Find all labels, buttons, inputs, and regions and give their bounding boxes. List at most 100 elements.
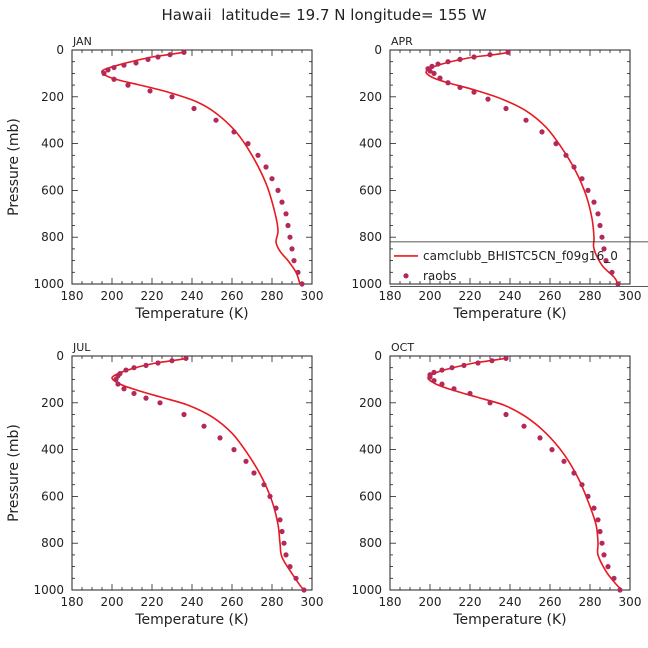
x-tick-label: 260 — [539, 595, 562, 609]
x-tick-label: 200 — [419, 595, 442, 609]
obs-point — [291, 258, 297, 264]
model-line — [101, 51, 301, 285]
obs-point — [113, 376, 119, 382]
x-tick-label: 180 — [379, 595, 402, 609]
obs-point — [427, 68, 433, 74]
model-line — [427, 357, 623, 591]
plot-frame — [389, 355, 631, 591]
obs-point — [437, 75, 443, 81]
obs-point — [563, 152, 569, 158]
obs-point — [445, 80, 451, 86]
obs-point — [595, 211, 601, 217]
x-axis-label: Temperature (K) — [452, 612, 566, 628]
x-tick-label: 280 — [261, 289, 284, 303]
obs-point — [571, 164, 577, 170]
obs-point — [585, 187, 591, 193]
plot-frame — [71, 49, 313, 285]
y-tick-label: 0 — [56, 43, 64, 57]
obs-point — [273, 505, 279, 511]
obs-point — [549, 447, 555, 453]
obs-point — [617, 587, 623, 593]
y-tick-label: 0 — [374, 349, 382, 363]
obs-point — [125, 82, 131, 88]
obs-point — [169, 94, 175, 100]
obs-point — [269, 176, 275, 182]
x-tick-label: 280 — [579, 595, 602, 609]
obs-point — [133, 60, 139, 66]
obs-point — [471, 54, 477, 60]
obs-point — [523, 117, 529, 123]
obs-point — [261, 482, 267, 488]
y-tick-label: 200 — [359, 396, 382, 410]
legend-label: raobs — [423, 269, 457, 283]
x-tick-label: 200 — [419, 289, 442, 303]
x-axis-label: Temperature (K) — [134, 306, 248, 322]
y-tick-label: 1000 — [351, 583, 382, 597]
obs-point — [435, 61, 441, 67]
x-tick-label: 240 — [181, 595, 204, 609]
x-tick-label: 180 — [61, 289, 84, 303]
obs-point — [267, 493, 273, 499]
obs-point — [537, 435, 543, 441]
obs-point — [457, 84, 463, 91]
obs-point — [615, 281, 621, 287]
y-tick-label: 0 — [56, 349, 64, 363]
obs-point — [251, 470, 257, 476]
plot-frame — [71, 355, 313, 591]
obs-point — [285, 222, 291, 229]
y-axis-label: Pressure (mb) — [6, 424, 22, 522]
obs-point — [591, 199, 597, 205]
obs-point — [597, 222, 603, 229]
obs-point — [245, 141, 251, 147]
y-tick-label: 600 — [41, 489, 64, 503]
y-tick-label: 400 — [359, 137, 382, 151]
obs-point — [181, 49, 187, 55]
obs-point — [485, 96, 491, 102]
obs-point — [231, 129, 237, 135]
obs-point — [439, 367, 445, 373]
obs-point — [181, 411, 187, 418]
x-axis-label: Temperature (K) — [134, 612, 248, 628]
obs-point — [287, 234, 293, 240]
obs-point — [283, 552, 289, 558]
obs-point — [585, 493, 591, 499]
x-axis-label: Temperature (K) — [452, 306, 566, 322]
obs-point — [299, 281, 305, 287]
obs-point — [595, 517, 601, 523]
obs-point — [427, 374, 433, 380]
obs-point — [169, 358, 175, 364]
y-tick-label: 600 — [41, 183, 64, 197]
obs-point — [461, 362, 467, 368]
x-tick-label: 260 — [221, 289, 244, 303]
obs-point — [487, 400, 493, 406]
x-tick-label: 240 — [499, 595, 522, 609]
obs-point — [131, 365, 137, 371]
obs-point — [601, 246, 607, 252]
y-tick-label: 200 — [359, 90, 382, 104]
obs-point — [561, 458, 567, 464]
obs-point — [467, 390, 473, 397]
x-tick-label: 200 — [101, 595, 124, 609]
x-tick-label: 220 — [459, 289, 482, 303]
obs-point — [505, 49, 511, 55]
obs-point — [277, 517, 283, 523]
page-title: Hawaii latitude= 19.7 N longitude= 155 W — [161, 6, 487, 24]
y-axis-label: Pressure (mb) — [6, 118, 22, 216]
obs-point — [489, 358, 495, 364]
obs-point — [553, 141, 559, 147]
panel-label: JAN — [72, 35, 92, 48]
obs-point — [601, 552, 607, 558]
y-tick-label: 800 — [41, 536, 64, 550]
obs-point — [115, 381, 121, 387]
obs-point — [293, 575, 299, 581]
obs-point — [289, 246, 295, 252]
y-tick-label: 800 — [359, 536, 382, 550]
obs-point — [445, 59, 451, 65]
obs-point — [571, 470, 577, 476]
x-tick-label: 280 — [261, 595, 284, 609]
obs-point — [605, 564, 611, 570]
x-tick-label: 240 — [499, 289, 522, 303]
obs-point — [471, 89, 477, 95]
obs-point — [609, 269, 615, 275]
